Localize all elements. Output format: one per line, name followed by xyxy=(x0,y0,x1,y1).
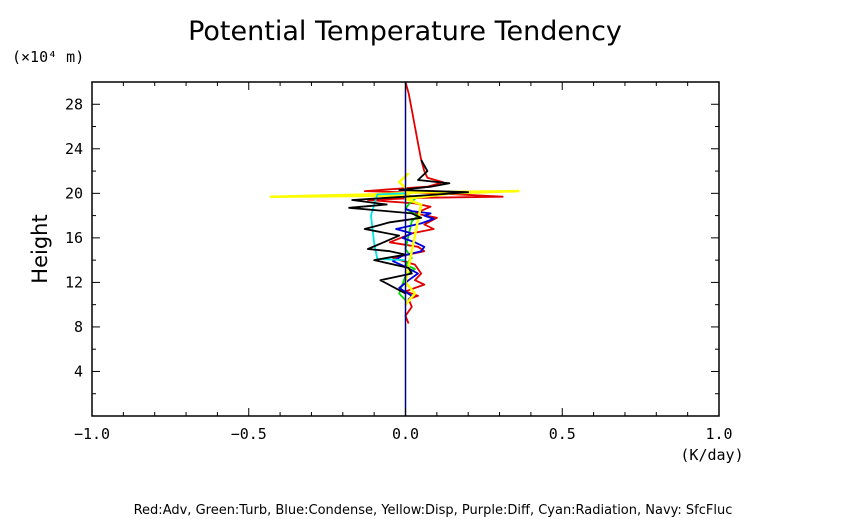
y-tick-label: 12 xyxy=(65,273,83,291)
chart-title: Potential Temperature Tendency xyxy=(188,16,622,47)
y-tick-label: 20 xyxy=(65,184,83,202)
y-axis-label: Height xyxy=(28,214,52,283)
y-unit-label: (×10⁴ m) xyxy=(12,48,84,66)
y-tick-label: 24 xyxy=(65,140,83,158)
series-line-condense xyxy=(392,208,435,306)
y-tick-label: 28 xyxy=(65,95,83,113)
y-tick-label: 16 xyxy=(65,229,83,247)
x-unit-label: (K/day) xyxy=(680,446,743,464)
axis-ticks: 4 8 12 16 20 24 28 −1.0 −0.5 0.0 0.5 1.0 xyxy=(65,81,733,443)
series-line-total xyxy=(348,159,470,295)
series-line-adv xyxy=(363,81,504,324)
plot-area xyxy=(269,81,520,416)
x-tick-label: 1.0 xyxy=(705,425,732,443)
x-tick-label: −0.5 xyxy=(231,425,267,443)
y-tick-label: 8 xyxy=(74,318,83,336)
legend-text: Red:Adv, Green:Turb, Blue:Condense, Yell… xyxy=(134,503,733,518)
x-tick-label: −1.0 xyxy=(74,425,110,443)
y-tick-label: 4 xyxy=(74,362,83,380)
x-tick-label: 0.0 xyxy=(392,425,419,443)
x-tick-label: 0.5 xyxy=(549,425,576,443)
